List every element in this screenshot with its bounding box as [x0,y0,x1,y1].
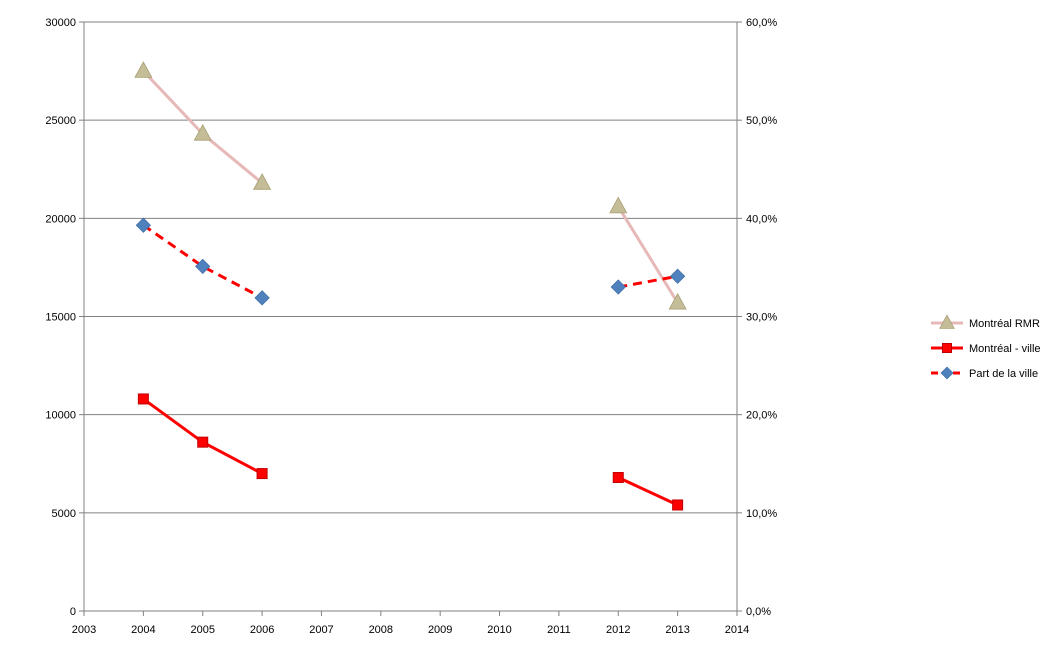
x-tick-label: 2003 [72,624,96,636]
y-left-tick-label: 5000 [52,508,76,520]
grid-layer [84,21,737,514]
data-point [135,217,151,233]
y-left-tick-label: 25000 [45,115,76,127]
x-tick-label: 2009 [428,624,452,636]
legend-label: Montréal RMR [969,318,1040,330]
data-point [670,268,686,284]
data-point [197,436,209,448]
y-left-tick-label: 0 [70,606,76,618]
x-tick-label: 2010 [487,624,511,636]
legend: Montréal RMR Montréal - ville Part de la v… [931,314,1041,380]
y-right-tick-label: 20,0% [746,410,777,422]
data-point [672,499,684,511]
x-tick-label: 2011 [547,624,571,636]
data-point [254,290,270,306]
series-line-segment [618,274,678,289]
data-point [610,279,626,295]
y-right-tick-label: 50,0% [746,115,777,127]
y-right-tick-label: 10,0% [746,508,777,520]
series-2 [135,217,686,306]
x-tick-label: 2006 [250,624,274,636]
series-line-segment [616,205,679,304]
legend-marker [942,343,952,353]
series-line-segment [617,476,679,507]
data-point [137,393,149,405]
series-1 [137,393,684,511]
data-point [256,468,268,480]
data-point [134,61,153,78]
series-layer [134,61,687,511]
x-tick-label: 2014 [725,624,749,636]
y-right-tick-label: 60,0% [746,17,777,29]
y-right-tick-label: 40,0% [746,213,777,225]
x-tick-label: 2013 [665,624,689,636]
legend-marker [940,366,954,380]
y-right-tick-label: 30,0% [746,312,777,324]
data-point [612,471,624,483]
y-left-tick-label: 15000 [45,312,76,324]
legend-label: Montréal - ville [969,343,1041,355]
y-right-tick-label: 0,0% [746,606,771,618]
legend-marker [939,314,955,329]
x-tick-label: 2008 [369,624,393,636]
legend-label: Part de la ville [969,368,1038,380]
x-tick-label: 2005 [190,624,214,636]
data-point [609,196,628,214]
series-line-segment [142,397,263,475]
data-point [253,173,272,190]
x-tick-label: 2007 [309,624,333,636]
data-point [193,123,212,141]
legend-entry: Montréal RMR [931,314,1040,330]
x-tick-label: 2012 [606,624,630,636]
x-tick-label: 2004 [131,624,155,636]
y-left-tick-label: 10000 [45,410,76,422]
legend-entry: Montréal - ville [931,343,1041,355]
series-0 [134,61,687,310]
legend-entry: Part de la ville [931,366,1038,380]
data-point [668,292,687,310]
axis-layer: 0 5000 10000 15000 20000 25000 30000 0,0% 10,0% 2… [45,17,777,636]
y-left-tick-label: 20000 [45,213,76,225]
y-left-tick-label: 30000 [45,17,76,29]
data-point [195,258,211,275]
